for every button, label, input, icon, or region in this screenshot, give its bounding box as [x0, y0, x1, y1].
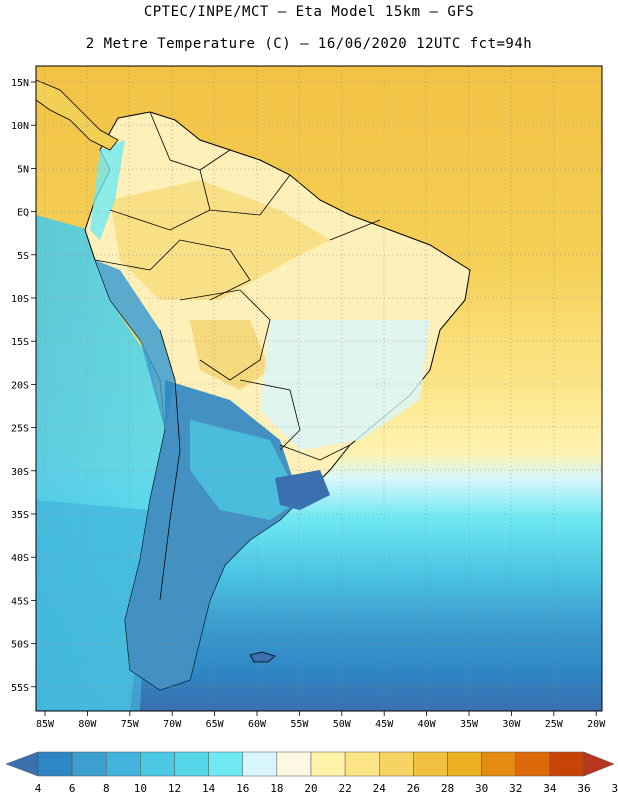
colorbar-swatch	[71, 751, 107, 777]
colorbar-swatch	[37, 751, 73, 777]
colorbar-level-label: 34	[543, 782, 557, 795]
colorbar-swatch	[447, 751, 482, 777]
colorbar-level-label: 14	[202, 782, 216, 795]
map-title-line-2: 2 Metre Temperature (C) – 16/06/2020 12U…	[85, 36, 533, 52]
colorbar-level-label: 8	[103, 782, 110, 795]
map-title-line-1: CPTEC/INPE/MCT – Eta Model 15km – GFS	[143, 4, 475, 20]
colorbar-swatch	[106, 751, 141, 777]
lat-tick-label: 55S	[11, 683, 29, 694]
lat-tick-label: 40S	[11, 553, 29, 564]
lon-tick-label: 80W	[78, 719, 97, 730]
colorbar-swatch	[310, 751, 346, 777]
colorbar-level-label: 32	[509, 782, 522, 795]
uruguay-cold-area	[275, 470, 330, 510]
lat-tick-label: 25S	[11, 424, 29, 435]
colorbar-high-arrow	[583, 751, 615, 777]
colorbar-swatch	[140, 751, 175, 777]
colorbar-level-label: 18	[270, 782, 283, 795]
colorbar-swatch	[208, 751, 243, 777]
lon-tick-label: 55W	[290, 719, 309, 730]
colorbar-level-label: 30	[475, 782, 488, 795]
colorbar-swatch	[549, 751, 585, 777]
colorbar-level-label: 24	[373, 782, 387, 795]
colorbar-level-label: 28	[441, 782, 454, 795]
colorbar-swatch	[174, 751, 209, 777]
lat-tick-label: 50S	[11, 640, 29, 651]
latitude-axis: 15N 10N 5N EQ 5S 10S 15S 20S 25S 30S 35S 40S 45S 50S 5…	[11, 78, 36, 694]
lat-tick-label: 15S	[11, 337, 29, 348]
colorbar-level-label: 22	[339, 782, 352, 795]
amazon-warm-area	[110, 180, 330, 300]
lon-tick-label: 75W	[121, 719, 140, 730]
lon-tick-label: 65W	[206, 719, 225, 730]
lat-tick-label: 35S	[11, 510, 29, 521]
lon-tick-label: 45W	[375, 719, 394, 730]
colorbar-level-label: 20	[304, 782, 317, 795]
colorbar-level-label: 12	[168, 782, 181, 795]
colorbar-level-label: 36	[577, 782, 590, 795]
map-frame	[35, 65, 603, 712]
bolivia-warm-area	[190, 320, 270, 390]
colorbar-level-label: 16	[236, 782, 249, 795]
colorbar-level-label: 26	[407, 782, 420, 795]
lon-tick-label: 60W	[248, 719, 267, 730]
temperature-map: 85W 80W 75W 70W 65W 60W 55W 50W 45W 40W 35W 30W 25W 2…	[11, 65, 606, 730]
lon-tick-label: 70W	[163, 719, 182, 730]
lat-tick-label: 30S	[11, 467, 29, 478]
colorbar-level-label: 4	[35, 782, 42, 795]
colorbar-swatch	[379, 751, 414, 777]
southeast-brazil-cool-area	[260, 320, 430, 450]
falkland-islands	[249, 651, 276, 663]
lat-tick-label: 20S	[11, 380, 29, 391]
pacific-cold-band	[36, 500, 150, 711]
andes-central-cold	[95, 260, 175, 430]
colorbar-level-label: 10	[134, 782, 147, 795]
colorbar-level-label: 6	[69, 782, 76, 795]
lat-tick-label: 5S	[17, 251, 29, 262]
temperature-colorbar: 4 6 8 10 12 14 16 18 20 22 24 26 28 30 32 34 36 38	[5, 751, 618, 795]
colorbar-swatch	[413, 751, 448, 777]
lon-tick-label: 20W	[587, 719, 606, 730]
colorbar-swatch	[515, 751, 551, 777]
lon-tick-label: 85W	[36, 719, 55, 730]
lon-tick-label: 40W	[418, 719, 437, 730]
colorbar-swatch	[276, 751, 312, 777]
colorbar-swatch	[481, 751, 516, 777]
colorbar-swatch	[344, 751, 380, 777]
lat-tick-label: 5N	[17, 164, 29, 175]
lon-tick-label: 50W	[333, 719, 352, 730]
lat-tick-label: 15N	[11, 78, 29, 89]
lat-tick-label: EQ	[17, 208, 29, 219]
lon-tick-label: 35W	[460, 719, 479, 730]
lat-tick-label: 45S	[11, 596, 29, 607]
andes-cold-strip	[90, 140, 125, 240]
lon-tick-label: 25W	[545, 719, 564, 730]
lat-tick-label: 10N	[11, 121, 29, 132]
central-america-land	[36, 79, 119, 151]
colorbar-low-arrow	[5, 751, 39, 777]
longitude-axis: 85W 80W 75W 70W 65W 60W 55W 50W 45W 40W 35W 30W 25W 2…	[36, 711, 606, 730]
colorbar-level-label: 38	[612, 782, 618, 795]
colorbar-swatch	[242, 751, 278, 777]
lat-tick-label: 10S	[11, 294, 29, 305]
country-borders	[94, 111, 381, 601]
lon-tick-label: 30W	[502, 719, 521, 730]
